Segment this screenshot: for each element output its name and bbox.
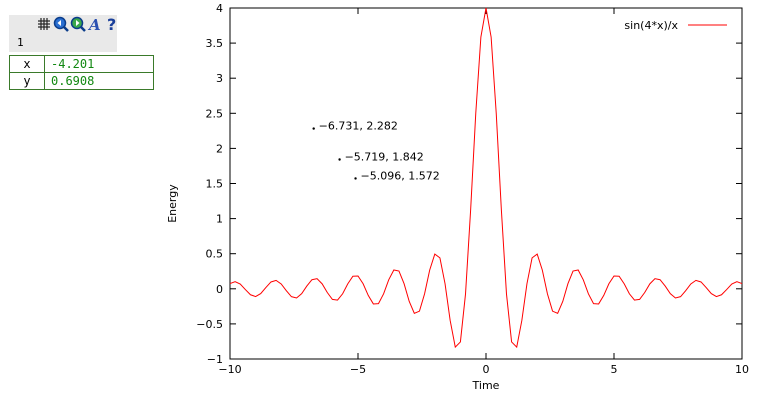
toolbar-icons: A ? [36,16,120,32]
x-tick-label: −10 [218,363,241,376]
annotation-label: −5.719, 1.842 [345,150,424,163]
annotations: −6.731, 2.282 −5.719, 1.842 −5.096, 1.572 [312,120,440,182]
annotation-label: −6.731, 2.282 [319,120,398,133]
y-tick-label: −1 [207,353,223,366]
help-icon[interactable]: ? [104,16,120,32]
readout-label-y: y [9,72,45,90]
y-tick-label: 0 [216,283,223,296]
annotation-point [354,177,357,180]
cursor-readout: x -4.201 y 0.6908 [9,55,154,90]
font-icon[interactable]: A [87,16,103,32]
readout-value-x: -4.201 [44,55,154,73]
axes: −10 −5 0 5 10 −1 −0.5 0 0.5 1 1.5 2 2.5 3 3.5 4 Time Ener… [166,2,749,392]
x-tick-label: 0 [483,363,490,376]
annotation-point [312,127,315,130]
readout-row-y: y 0.6908 [9,72,154,90]
zoom-out-icon[interactable] [70,16,86,32]
plot-index: 1 [17,36,24,49]
readout-value-y: 0.6908 [44,72,154,90]
legend: sin(4*x)/x [624,19,727,32]
curve-layer [229,7,743,349]
x-tick-label: 5 [611,363,618,376]
annotation-point [338,158,341,161]
zoom-in-icon[interactable] [53,16,69,32]
y-tick-label: 3.5 [206,37,224,50]
legend-label: sin(4*x)/x [624,19,678,32]
plot-frame [229,7,743,360]
y-tick-label: 4 [216,2,223,15]
y-tick-label: 1 [216,213,223,226]
x-tick-label: −5 [350,363,366,376]
grid-icon[interactable] [36,16,52,32]
annotation-label: −5.096, 1.572 [361,169,440,182]
x-axis-label: Time [472,379,500,392]
svg-text:A: A [87,16,101,32]
y-tick-label: −0.5 [196,318,223,331]
svg-text:?: ? [107,16,116,32]
readout-row-x: x -4.201 [9,55,154,73]
y-tick-label: 3 [216,72,223,85]
y-tick-label: 1.5 [206,178,224,191]
y-tick-label: 2.5 [206,107,224,120]
x-tick-label: 10 [735,363,749,376]
plot-toolbar: A ? 1 [9,15,117,52]
y-axis-label: Energy [166,184,179,223]
y-tick-label: 2 [216,142,223,155]
y-tick-label: 0.5 [206,248,224,261]
series-line-sin4x-over-x [229,7,743,349]
